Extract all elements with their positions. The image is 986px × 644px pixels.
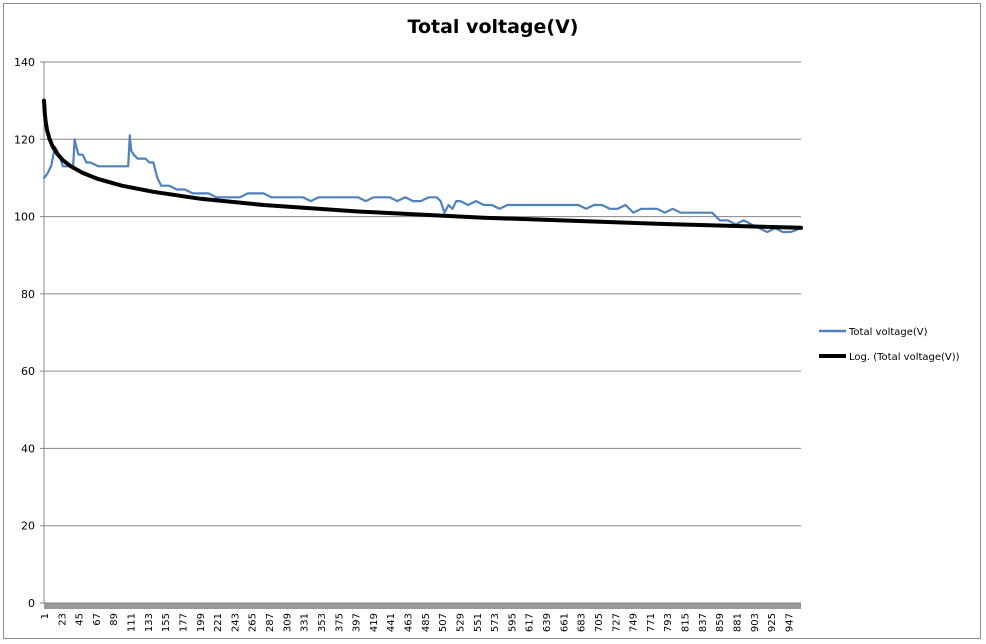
series-layer — [42, 98, 803, 234]
x-tick-label: 903 — [750, 613, 761, 632]
series-line-total-voltage — [42, 134, 803, 234]
y-tick-label: 140 — [14, 56, 35, 69]
chart-frame — [3, 3, 981, 639]
x-tick-label: 925 — [767, 613, 778, 632]
x-tick-label: 375 — [334, 613, 345, 632]
x-tick-label: 287 — [265, 613, 276, 632]
y-tick-label: 80 — [21, 288, 35, 301]
x-tick-label: 177 — [178, 613, 189, 632]
x-axis-ticks: 1 23 45 67 89 111 133 155 177 199 221 243 265 287 309 3… — [40, 613, 795, 632]
x-tick-label: 617 — [525, 613, 536, 632]
y-axis-ticks: 0 20 40 60 80 100 120 140 — [14, 56, 35, 610]
gridlines — [44, 61, 801, 527]
x-tick-label: 595 — [507, 613, 518, 632]
x-tick-label: 265 — [248, 613, 259, 632]
y-tick-label: 60 — [21, 365, 35, 378]
x-tick-label: 133 — [144, 613, 155, 632]
x-tick-label: 507 — [438, 613, 449, 632]
x-tick-label: 485 — [421, 613, 432, 632]
x-tick-label: 353 — [317, 613, 328, 632]
x-tick-label: 221 — [213, 613, 224, 632]
x-tick-label: 705 — [594, 613, 605, 632]
x-tick-label: 771 — [646, 613, 657, 632]
trendline-log — [42, 98, 803, 230]
x-tick-label: 309 — [282, 613, 293, 632]
x-tick-label: 45 — [75, 613, 86, 626]
x-tick-label: 881 — [732, 613, 743, 632]
x-tick-label: 551 — [473, 613, 484, 632]
x-tick-label: 243 — [230, 613, 241, 632]
x-tick-label: 573 — [490, 613, 501, 632]
x-tick-label: 661 — [559, 613, 570, 632]
y-tick-label: 0 — [28, 597, 35, 610]
x-tick-label: 89 — [109, 613, 120, 626]
y-tick-label: 40 — [21, 442, 35, 455]
legend: Total voltage(V) Log. (Total voltage(V)) — [819, 327, 960, 363]
chart-title: Total voltage(V) — [407, 16, 579, 38]
x-tick-label: 397 — [352, 613, 363, 632]
y-tick-label: 120 — [14, 133, 35, 146]
x-tick-label: 749 — [629, 613, 640, 632]
x-tick-label: 155 — [161, 613, 172, 632]
x-tick-label: 199 — [196, 613, 207, 632]
x-tick-label: 331 — [300, 613, 311, 632]
x-axis-tick-band — [44, 603, 801, 609]
x-tick-label: 837 — [698, 613, 709, 632]
x-tick-label: 639 — [542, 613, 553, 632]
y-tick-label: 20 — [21, 520, 35, 533]
x-tick-label: 947 — [784, 613, 795, 632]
x-tick-label: 859 — [715, 613, 726, 632]
x-tick-label: 529 — [455, 613, 466, 632]
x-tick-label: 441 — [386, 613, 397, 632]
x-tick-label: 463 — [404, 613, 415, 632]
x-tick-label: 419 — [369, 613, 380, 632]
x-tick-label: 111 — [127, 613, 138, 632]
x-tick-label: 727 — [611, 613, 622, 632]
x-tick-label: 815 — [681, 613, 692, 632]
legend-label-trendline: Log. (Total voltage(V)) — [849, 352, 960, 363]
legend-label-total-voltage: Total voltage(V) — [848, 327, 928, 338]
x-tick-label: 67 — [92, 613, 103, 626]
y-tick-label: 100 — [14, 211, 35, 224]
axes — [40, 61, 801, 609]
x-tick-label: 793 — [663, 613, 674, 632]
x-tick-label: 683 — [577, 613, 588, 632]
x-tick-label: 23 — [57, 613, 68, 626]
x-tick-label: 1 — [40, 613, 51, 619]
